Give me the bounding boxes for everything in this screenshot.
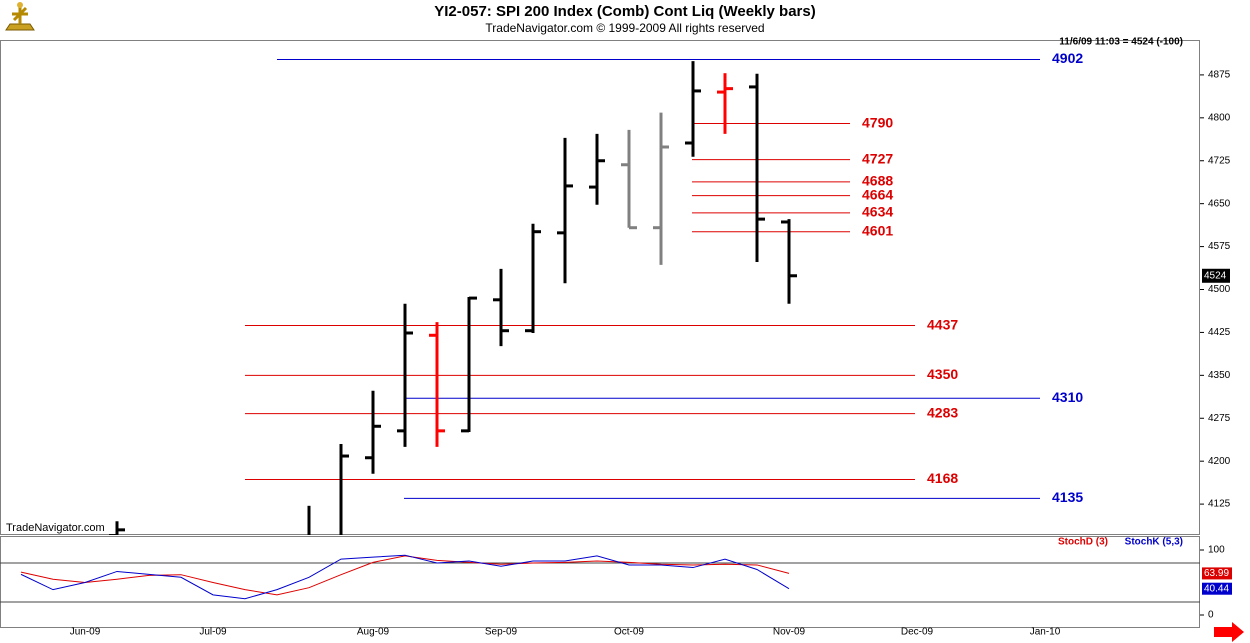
x-tick-label: Aug-09: [357, 627, 390, 638]
y-tick-label: 4875: [1208, 70, 1231, 81]
x-tick-label: Oct-09: [614, 627, 644, 638]
value-badge-label: 63.99: [1204, 568, 1229, 579]
price-badge: [1202, 268, 1230, 283]
y-tick-label: 4200: [1208, 456, 1231, 467]
x-tick-label: Jul-09: [199, 627, 227, 638]
level-label: 4902: [1052, 50, 1083, 66]
level-label: 4601: [862, 222, 893, 238]
level-label: 4688: [862, 173, 893, 189]
level-label: 4350: [927, 366, 958, 382]
value-badge: [1202, 567, 1232, 580]
y-tick-label: 100: [1208, 545, 1225, 556]
x-tick-label: Jun-09: [70, 627, 101, 638]
chart-title: YI2-057: SPI 200 Index (Comb) Cont Liq (…: [434, 3, 815, 20]
x-tick-label: Nov-09: [773, 627, 806, 638]
price-badge-label: 4524: [1204, 270, 1227, 281]
level-label: 4135: [1052, 489, 1083, 505]
legend-label: StochD (3): [1058, 537, 1108, 548]
stoch-line: [20, 555, 790, 596]
y-tick-label: 4725: [1208, 155, 1231, 166]
price-panel: [0, 40, 1200, 535]
y-tick-label: 4125: [1208, 499, 1231, 510]
legend-label: StochK (5,3): [1125, 537, 1183, 548]
price-plot: [109, 58, 1040, 535]
y-tick-label: 4500: [1208, 284, 1231, 295]
y-tick-label: 4800: [1208, 112, 1231, 123]
level-label: 4283: [927, 404, 958, 420]
stoch-line: [20, 554, 790, 600]
y-tick-label: 4275: [1208, 413, 1231, 424]
y-tick-label: 4650: [1208, 198, 1231, 209]
level-label: 4727: [862, 150, 893, 166]
chart-subtitle: TradeNavigator.com © 1999-2009 All right…: [485, 21, 764, 35]
stoch-panel: [0, 536, 1200, 628]
y-tick-label: 4425: [1208, 327, 1231, 338]
level-label: 4790: [862, 114, 893, 130]
value-badge-label: 40.44: [1204, 583, 1229, 594]
watermark: TradeNavigator.com: [6, 522, 105, 534]
value-badge: [1202, 582, 1232, 595]
scroll-arrow[interactable]: [1214, 622, 1244, 642]
level-label: 4168: [927, 470, 958, 486]
level-label: 4634: [862, 204, 893, 220]
info-label: 11/6/09 11:03 = 4524 (-100): [1059, 37, 1183, 48]
level-label: 4664: [862, 186, 893, 202]
x-tick-label: Jan-10: [1030, 627, 1061, 638]
logo: [5, 2, 35, 31]
y-tick-label: 4575: [1208, 241, 1231, 252]
x-tick-label: Sep-09: [485, 627, 518, 638]
x-tick-label: Dec-09: [901, 627, 934, 638]
y-tick-label: 0: [1208, 610, 1214, 621]
level-label: 4437: [927, 316, 958, 332]
y-tick-label: 4350: [1208, 370, 1231, 381]
level-label: 4310: [1052, 389, 1083, 405]
